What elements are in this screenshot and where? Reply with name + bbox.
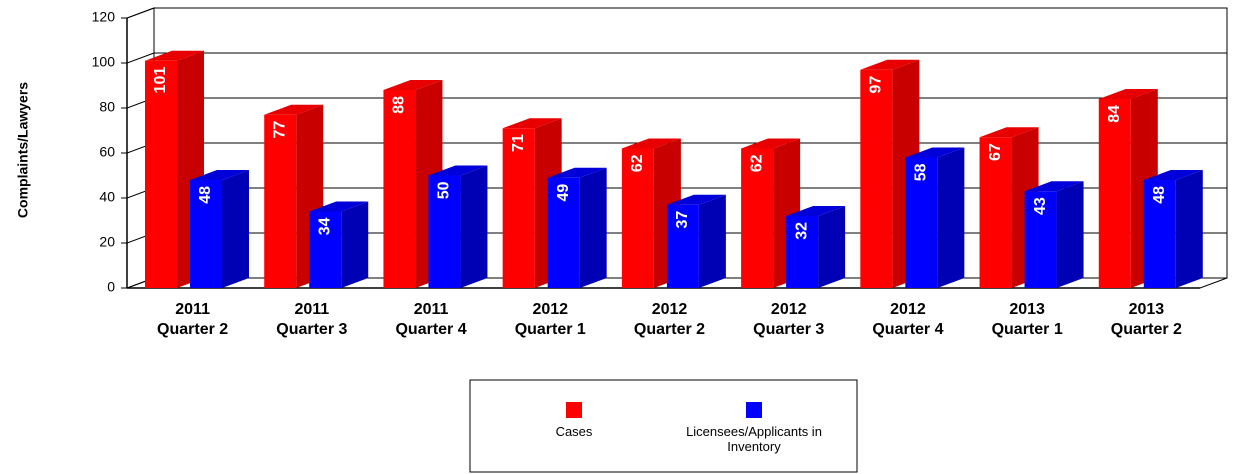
x-tick-label: 2011 Quarter 2: [157, 301, 229, 338]
bar-top: [666, 194, 726, 205]
bar: [905, 157, 938, 288]
value-label: 77: [271, 121, 288, 139]
bar-top: [786, 206, 846, 216]
bar: [264, 114, 297, 288]
bar-top: [428, 165, 488, 176]
value-label: 37: [674, 211, 691, 229]
legend-label: Licensees/Applicants in Inventory: [686, 424, 822, 454]
y-tick-label: 120: [92, 9, 116, 25]
bar-top: [264, 104, 324, 115]
bar-side: [341, 201, 369, 288]
bar: [428, 175, 461, 288]
x-tick-label: 2012 Quarter 3: [753, 301, 825, 338]
bar-side: [579, 167, 607, 288]
value-label: 101: [152, 67, 169, 94]
value-label: 58: [913, 163, 930, 181]
bar-top: [1098, 89, 1158, 99]
x-tick-label: 2013 Quarter 2: [1110, 301, 1182, 338]
legend-label: Cases: [555, 424, 593, 439]
bar-top: [190, 170, 249, 180]
bar-side: [460, 165, 488, 288]
x-tick-label: 2012 Quarter 2: [633, 301, 706, 338]
bar-top: [547, 167, 607, 178]
y-tick-label: 60: [99, 144, 115, 160]
value-label: 32: [793, 222, 810, 240]
bar: [190, 180, 222, 288]
bar-side: [937, 147, 965, 288]
bar-top: [621, 138, 681, 149]
y-tick-label: 0: [107, 279, 115, 295]
legend-swatch: [566, 402, 582, 418]
bar-side: [1056, 181, 1084, 288]
legend-box: [469, 379, 858, 473]
bar-top: [979, 127, 1039, 138]
value-label: 97: [868, 76, 885, 94]
bar-top: [1024, 181, 1084, 192]
value-label: 49: [555, 184, 572, 202]
value-label: 62: [629, 154, 646, 172]
bar-side: [698, 194, 726, 288]
legend-swatch: [746, 402, 762, 418]
bar-top: [383, 80, 443, 90]
bar: [621, 148, 654, 288]
value-label: 43: [1032, 197, 1049, 215]
value-label: 34: [316, 217, 333, 235]
bar: [309, 211, 342, 288]
bar: [1098, 99, 1131, 288]
bar: [547, 177, 580, 288]
bar: [383, 90, 416, 288]
bar-top: [1143, 170, 1203, 180]
bar-top: [905, 147, 965, 158]
y-tick-label: 40: [99, 189, 115, 205]
value-label: 50: [436, 181, 453, 199]
y-axis-title: Complaints/Lawyers: [15, 82, 31, 218]
bar: [666, 204, 699, 288]
bar-top: [741, 138, 801, 149]
x-tick-label: 2012 Quarter 4: [872, 301, 944, 338]
grid-line-side: [126, 52, 155, 64]
value-label: 62: [748, 154, 765, 172]
value-label: 84: [1106, 105, 1123, 123]
y-tick-label: 80: [99, 99, 115, 115]
bar: [502, 128, 535, 288]
x-tick-label: 2011 Quarter 4: [395, 301, 467, 338]
x-tick-label: 2011 Quarter 3: [276, 301, 348, 338]
y-tick-label: 100: [92, 54, 116, 70]
grid-line-side: [126, 7, 155, 19]
x-tick-label: 2012 Quarter 1: [514, 301, 586, 338]
bar: [786, 216, 819, 288]
bar: [145, 60, 177, 288]
value-label: 71: [510, 134, 527, 152]
value-label: 48: [1151, 186, 1168, 204]
bar-side: [222, 170, 249, 288]
bar-top: [309, 201, 369, 212]
bar-top: [145, 50, 204, 61]
bar: [1024, 191, 1057, 288]
value-label: 88: [391, 96, 408, 114]
y-tick-label: 20: [99, 234, 115, 250]
bar-top: [502, 118, 562, 129]
bar: [860, 69, 893, 288]
bar: [1143, 180, 1176, 288]
value-label: 67: [987, 143, 1004, 161]
bar-side: [818, 206, 846, 288]
value-label: 48: [197, 186, 214, 204]
bar: [741, 148, 774, 288]
x-tick-label: 2013 Quarter 1: [991, 301, 1063, 338]
bar: [979, 137, 1012, 288]
bar-side: [1175, 170, 1203, 288]
bar-top: [860, 59, 920, 70]
